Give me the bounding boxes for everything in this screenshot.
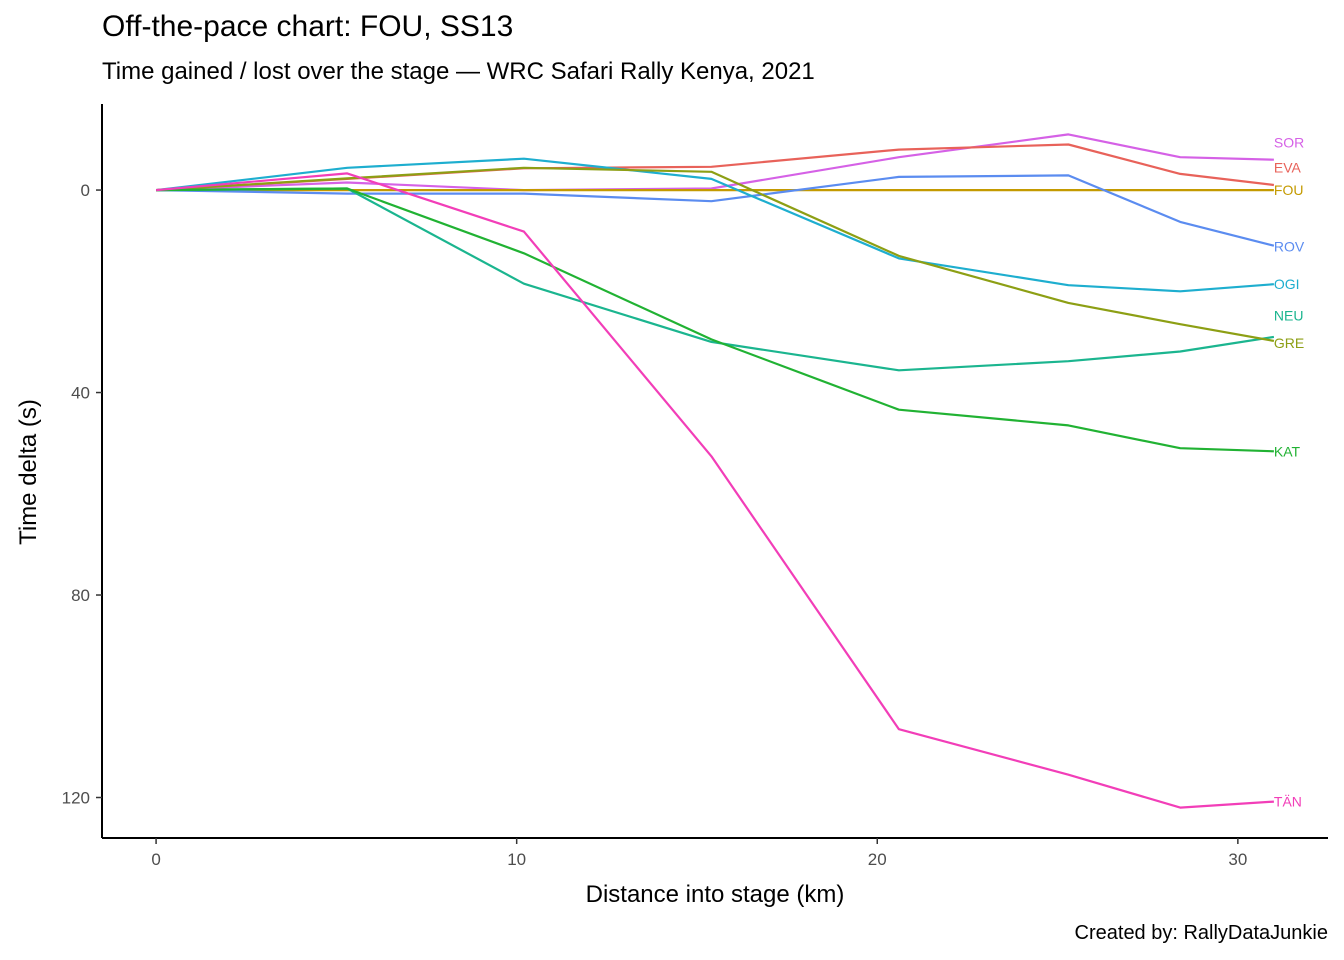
chart-caption: Created by: RallyDataJunkie xyxy=(1074,922,1328,944)
series-label-ogi: OGI xyxy=(1274,276,1300,292)
series-label-sor: SOR xyxy=(1274,134,1304,150)
y-tick-label: 80 xyxy=(71,586,90,605)
series-line-sor xyxy=(156,133,1274,192)
axes: 0 10 20 30 0 40 80 120 xyxy=(62,104,1328,869)
x-tick-label: 30 xyxy=(1228,850,1247,869)
x-tick-label: 10 xyxy=(507,850,526,869)
series-label-eva: EVA xyxy=(1274,159,1302,175)
y-tick-label: 40 xyxy=(71,384,90,403)
series-end-labels: SOR EVA FOU ROV OGI NEU GRE KAT TÄN xyxy=(1274,134,1305,809)
y-tick-label: 0 xyxy=(81,181,90,200)
y-tick-label: 120 xyxy=(62,789,90,808)
series-lines xyxy=(155,133,1275,809)
series-line-ogi xyxy=(155,157,1274,293)
series-line-kat xyxy=(156,187,1274,453)
x-tick-label: 0 xyxy=(151,850,160,869)
series-line-tän xyxy=(156,172,1274,809)
series-line-neu xyxy=(156,187,1275,372)
series-label-fou: FOU xyxy=(1274,182,1304,198)
series-label-gre: GRE xyxy=(1274,335,1304,351)
x-axis-title: Distance into stage (km) xyxy=(586,881,845,908)
series-line-rov xyxy=(156,174,1275,247)
x-tick-label: 20 xyxy=(868,850,887,869)
series-label-tän: TÄN xyxy=(1274,794,1302,810)
series-line-gre xyxy=(156,166,1275,342)
chart-title: Off-the-pace chart: FOU, SS13 xyxy=(102,10,514,43)
chart-subtitle: Time gained / lost over the stage — WRC … xyxy=(102,58,815,85)
series-label-kat: KAT xyxy=(1274,443,1301,459)
series-label-neu: NEU xyxy=(1274,308,1304,324)
y-axis-title: Time delta (s) xyxy=(15,399,42,545)
series-label-rov: ROV xyxy=(1274,239,1305,255)
